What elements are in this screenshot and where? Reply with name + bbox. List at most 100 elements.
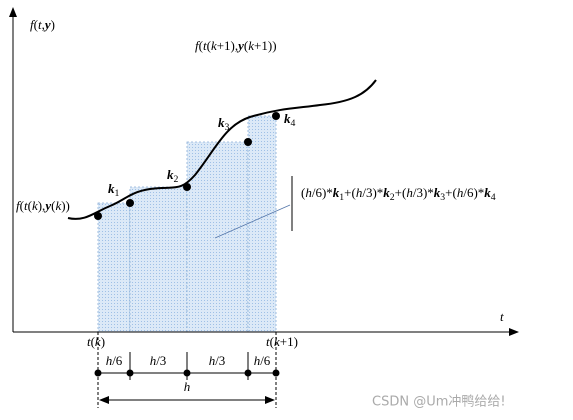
text-part: ) bbox=[51, 17, 55, 32]
text-part: t bbox=[38, 17, 42, 32]
total-step-label: h bbox=[184, 379, 191, 394]
slope-label: k4 bbox=[284, 111, 296, 129]
text-part: /6 bbox=[112, 353, 123, 368]
area-k1 bbox=[97, 202, 131, 333]
text-part: , bbox=[42, 17, 45, 32]
text-part: +( bbox=[445, 185, 457, 200]
text-part: ( bbox=[91, 334, 95, 349]
text-part: k bbox=[95, 334, 101, 349]
text-part: h bbox=[406, 185, 413, 200]
watermark: CSDN @Um冲鸭给给! bbox=[372, 395, 506, 410]
text-part: ( bbox=[301, 185, 305, 200]
text-part: k bbox=[333, 185, 340, 200]
text-part: k bbox=[108, 181, 115, 196]
text-part: k bbox=[167, 167, 174, 182]
text-part: k bbox=[274, 334, 280, 349]
text-part: k bbox=[218, 115, 225, 130]
area-k4 bbox=[247, 115, 277, 333]
text-part: +( bbox=[344, 185, 356, 200]
slope-label: k2 bbox=[167, 167, 179, 185]
text-part: h bbox=[254, 353, 261, 368]
text-part: ( bbox=[34, 17, 38, 32]
text-part: 2 bbox=[390, 192, 395, 203]
text-part: /3 bbox=[156, 353, 166, 368]
text-part: y bbox=[43, 17, 51, 32]
x-axis-label: t bbox=[500, 309, 504, 324]
text-part: f bbox=[16, 198, 22, 213]
text-part: +1)) bbox=[254, 38, 277, 53]
text-part: /6 bbox=[260, 353, 271, 368]
text-part: k bbox=[32, 198, 38, 213]
timeline-dots bbox=[94, 369, 280, 377]
text-part: t bbox=[87, 334, 91, 349]
text-part: h bbox=[184, 379, 191, 394]
text-part: /3)* bbox=[362, 185, 383, 200]
formula: (h/6)*k1+(h/3)*k2+(h/3)*k3+(h/6)*k4 bbox=[301, 185, 496, 203]
point bbox=[272, 112, 280, 120]
time-label: t(k) bbox=[87, 334, 105, 349]
text-part: 4 bbox=[491, 192, 496, 203]
text-part: h bbox=[150, 353, 157, 368]
end-label: f(t(k+1),y(k+1)) bbox=[195, 38, 277, 53]
text-part: 1 bbox=[339, 192, 344, 203]
text-part: y bbox=[236, 38, 244, 53]
pointer bbox=[214, 204, 291, 239]
text-part: /3)* bbox=[413, 185, 434, 200]
text-part: ( bbox=[199, 38, 203, 53]
text-part: f bbox=[30, 17, 36, 32]
text-part: h bbox=[356, 185, 363, 200]
text-part: k bbox=[284, 111, 291, 126]
text-part: ( bbox=[20, 198, 24, 213]
text-part: 4 bbox=[291, 118, 296, 129]
step-label: h/6 bbox=[254, 353, 271, 368]
text-part: k bbox=[55, 198, 61, 213]
text-part: ( bbox=[244, 38, 248, 53]
text-part: 3 bbox=[440, 192, 445, 203]
text-part: ( bbox=[28, 198, 32, 213]
text-part: k bbox=[211, 38, 217, 53]
points bbox=[94, 112, 280, 220]
point bbox=[183, 183, 191, 191]
text-part: t bbox=[203, 38, 207, 53]
slope-label: k3 bbox=[218, 115, 230, 133]
text-part: k bbox=[434, 185, 441, 200]
text-part: y bbox=[43, 198, 51, 213]
text-part: t bbox=[266, 334, 270, 349]
text-part: k bbox=[248, 38, 254, 53]
curve bbox=[67, 79, 377, 220]
text-part: 2 bbox=[174, 174, 179, 185]
text-part: t bbox=[24, 198, 28, 213]
y-axis-label: f(t,y) bbox=[30, 17, 55, 32]
text-part: ( bbox=[270, 334, 274, 349]
text-part: k bbox=[383, 185, 390, 200]
point bbox=[244, 138, 252, 146]
point bbox=[94, 212, 102, 220]
time-label: t(k+1) bbox=[266, 334, 298, 349]
step-label: h/3 bbox=[209, 353, 226, 368]
text-part: +1) bbox=[280, 334, 298, 349]
text-part: h bbox=[305, 185, 312, 200]
text-part: ( bbox=[207, 38, 211, 53]
text-part: 1 bbox=[115, 188, 120, 199]
step-label: h/6 bbox=[106, 353, 123, 368]
text-part: /3 bbox=[215, 353, 225, 368]
text-part: )) bbox=[61, 198, 70, 213]
rectangles bbox=[97, 115, 277, 333]
text-part: ( bbox=[51, 198, 55, 213]
text-part: h bbox=[209, 353, 216, 368]
text-part: k bbox=[484, 185, 491, 200]
slope-label: k1 bbox=[108, 181, 120, 199]
area-k2 bbox=[129, 186, 188, 333]
text-part: /6)* bbox=[463, 185, 484, 200]
text-part: h bbox=[106, 353, 113, 368]
text-part: +1), bbox=[217, 38, 238, 53]
text-part: /6)* bbox=[312, 185, 333, 200]
text-part: ), bbox=[38, 198, 46, 213]
step-label: h/3 bbox=[150, 353, 167, 368]
text-part: h bbox=[457, 185, 464, 200]
text-part: +( bbox=[395, 185, 407, 200]
text-part: f bbox=[195, 38, 201, 53]
start-label: f(t(k),y(k)) bbox=[16, 198, 70, 213]
text-part: t bbox=[500, 309, 504, 324]
